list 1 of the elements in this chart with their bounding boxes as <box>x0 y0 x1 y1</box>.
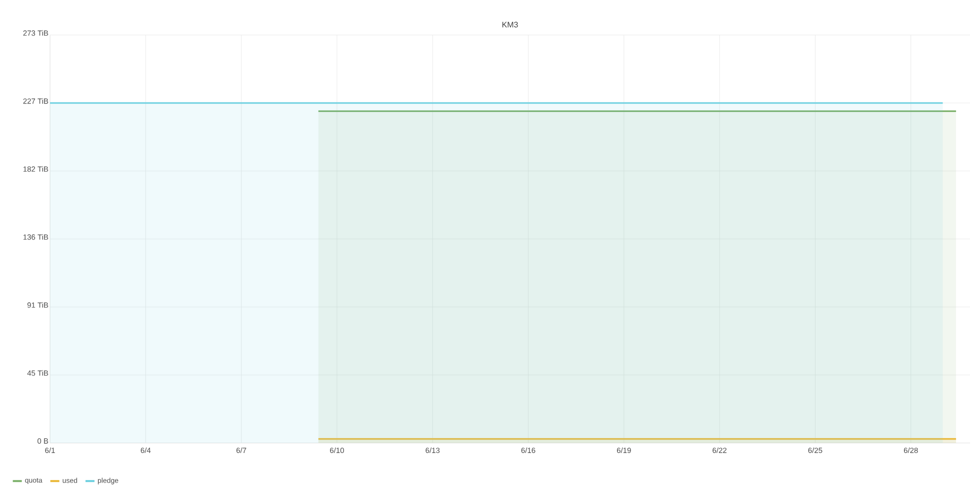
chart-title: KM3 <box>502 22 518 28</box>
